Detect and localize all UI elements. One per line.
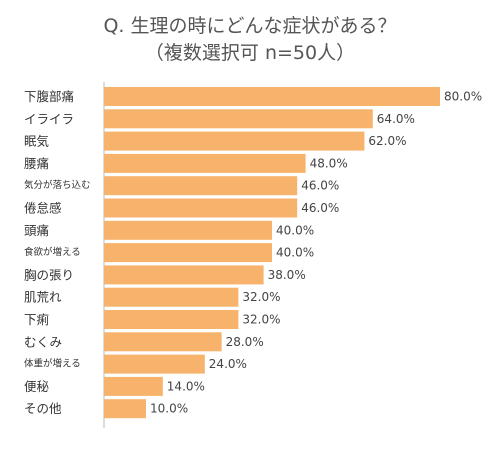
category-label: 腰痛	[24, 156, 49, 171]
category-label: 頭痛	[24, 223, 49, 238]
bar	[104, 131, 365, 151]
category-label: その他	[24, 401, 62, 416]
value-label: 62.0%	[368, 134, 406, 148]
bar	[104, 220, 272, 240]
bar	[104, 399, 146, 419]
category-label: 下痢	[24, 312, 49, 327]
category-label: 眠気	[24, 134, 49, 149]
category-label: 体重が増える	[24, 358, 81, 370]
category-label: むくみ	[24, 334, 62, 349]
value-label: 38.0%	[268, 268, 306, 282]
value-label: 32.0%	[242, 290, 280, 304]
category-label: 食欲が増える	[24, 246, 81, 258]
value-label: 48.0%	[310, 156, 348, 170]
value-label: 24.0%	[209, 357, 247, 371]
value-label: 46.0%	[301, 179, 339, 193]
category-label: イライラ	[24, 111, 74, 126]
value-label: 14.0%	[167, 379, 205, 393]
category-label: 胸の張り	[24, 267, 74, 282]
category-label: 倦怠感	[24, 201, 62, 216]
value-label: 64.0%	[377, 112, 415, 126]
category-label: 便秘	[24, 379, 50, 394]
bar	[104, 310, 239, 329]
value-label: 46.0%	[301, 201, 339, 215]
value-label: 80.0%	[444, 90, 482, 104]
bar	[104, 376, 163, 396]
bar	[104, 198, 298, 218]
bar	[104, 287, 239, 307]
value-label: 32.0%	[242, 313, 280, 327]
category-label: 下腹部痛	[24, 89, 74, 104]
chart-subtitle: （複数選択可 n=50人）	[144, 42, 356, 64]
value-label: 10.0%	[150, 402, 188, 416]
bar	[104, 153, 306, 173]
bar	[104, 109, 373, 129]
category-label: 肌荒れ	[24, 290, 62, 305]
bar	[104, 243, 272, 263]
category-label: 気分が落ち込む	[24, 179, 91, 191]
bar	[104, 332, 222, 352]
bar	[104, 354, 205, 374]
value-label: 40.0%	[276, 223, 314, 237]
bar	[104, 176, 298, 196]
value-label: 28.0%	[226, 335, 264, 349]
value-label: 40.0%	[276, 246, 314, 260]
chart-title: Q. 生理の時にどんな症状がある？	[103, 15, 397, 37]
bar	[104, 87, 440, 106]
bar	[104, 265, 264, 285]
